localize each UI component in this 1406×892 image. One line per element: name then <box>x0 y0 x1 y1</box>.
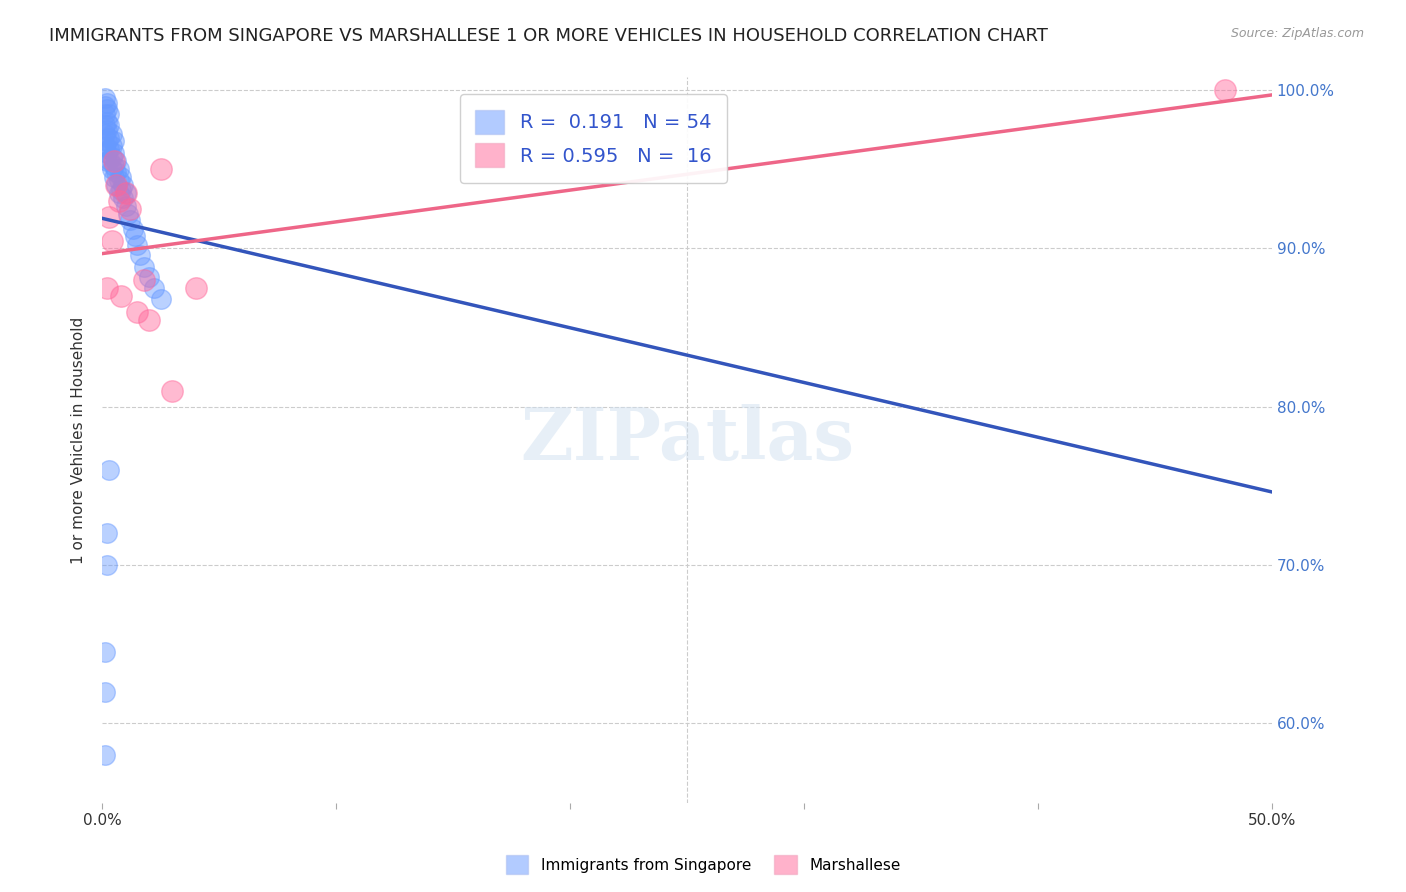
Point <box>96 146 118 161</box>
Point <box>96 122 118 136</box>
Point <box>93 128 115 142</box>
Point <box>96 558 118 572</box>
Point <box>105 165 128 179</box>
Point <box>93 99 115 113</box>
Point <box>127 238 149 252</box>
Point <box>1213 83 1236 97</box>
Point <box>107 173 129 187</box>
Point <box>93 747 115 762</box>
Point <box>127 304 149 318</box>
Point <box>124 228 146 243</box>
Point <box>93 138 115 153</box>
Point <box>114 186 136 200</box>
Point <box>96 134 118 148</box>
Point <box>138 269 160 284</box>
Point <box>142 281 165 295</box>
Point <box>105 178 128 193</box>
Point <box>98 107 121 121</box>
Point <box>120 213 142 227</box>
Point <box>117 206 139 220</box>
Point <box>93 91 115 105</box>
Point <box>93 645 115 659</box>
Point <box>105 178 128 193</box>
Point <box>96 95 118 110</box>
Legend: R =  0.191   N = 54, R = 0.595   N =  16: R = 0.191 N = 54, R = 0.595 N = 16 <box>460 95 727 183</box>
Point <box>112 191 135 205</box>
Y-axis label: 1 or more Vehicles in Household: 1 or more Vehicles in Household <box>72 317 86 564</box>
Text: ZIPatlas: ZIPatlas <box>520 404 853 475</box>
Point <box>103 170 125 185</box>
Point <box>134 273 156 287</box>
Point <box>103 154 125 169</box>
Point <box>107 162 129 177</box>
Point <box>100 128 122 142</box>
Point <box>98 153 121 167</box>
Point <box>162 384 184 398</box>
Point <box>103 159 125 173</box>
Point <box>98 130 121 145</box>
Point <box>134 260 156 275</box>
Point <box>107 194 129 208</box>
Point <box>93 684 115 698</box>
Point <box>105 154 128 169</box>
Point <box>96 102 118 116</box>
Point <box>107 186 129 200</box>
Point <box>128 248 150 262</box>
Text: IMMIGRANTS FROM SINGAPORE VS MARSHALLESE 1 OR MORE VEHICLES IN HOUSEHOLD CORRELA: IMMIGRANTS FROM SINGAPORE VS MARSHALLESE… <box>49 27 1047 45</box>
Point <box>121 222 143 236</box>
Point <box>110 170 132 185</box>
Point <box>110 289 132 303</box>
Text: Source: ZipAtlas.com: Source: ZipAtlas.com <box>1230 27 1364 40</box>
Legend: Immigrants from Singapore, Marshallese: Immigrants from Singapore, Marshallese <box>499 849 907 880</box>
Point <box>110 183 132 197</box>
Point <box>149 162 172 177</box>
Point <box>120 202 142 216</box>
Point <box>93 118 115 132</box>
Point <box>96 526 118 541</box>
Point <box>149 292 172 306</box>
Point <box>98 142 121 156</box>
Point <box>112 178 135 193</box>
Point <box>103 146 125 161</box>
Point <box>100 138 122 153</box>
Point <box>138 312 160 326</box>
Point <box>98 463 121 477</box>
Point <box>96 281 118 295</box>
Point <box>93 107 115 121</box>
Point <box>100 162 122 177</box>
Point <box>96 115 118 129</box>
Point <box>103 134 125 148</box>
Point <box>114 199 136 213</box>
Point <box>114 186 136 200</box>
Point <box>98 118 121 132</box>
Point <box>98 210 121 224</box>
Point <box>100 234 122 248</box>
Point <box>184 281 207 295</box>
Point <box>100 150 122 164</box>
Point <box>96 154 118 169</box>
